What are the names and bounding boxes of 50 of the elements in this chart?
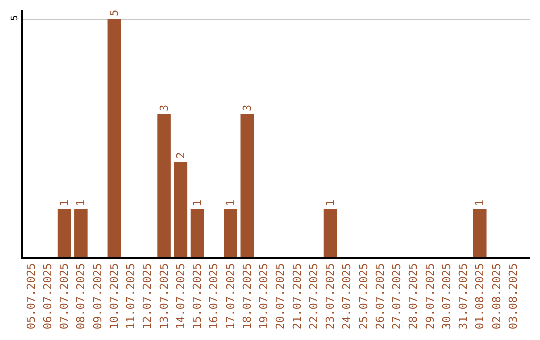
data-label: 1 [74,200,88,206]
data-label: 1 [224,200,238,206]
x-tick-label: 26.07.2025 [374,263,387,330]
x-tick-label: 24.07.2025 [340,263,354,330]
x-tick-label: 08.07.2025 [74,263,88,330]
bar [473,210,487,257]
bar [240,114,254,257]
x-tick-label: 07.07.2025 [58,263,72,330]
data-label: 2 [174,152,188,159]
x-tick-label: 19.07.2025 [258,263,271,330]
x-tick-label: 20.07.2025 [274,263,288,330]
x-tick-label: 18.07.2025 [240,263,254,330]
data-label: 1 [324,200,338,206]
bar [74,210,88,257]
x-tick-label: 15.07.2025 [191,263,204,330]
x-tick-label: 05.07.2025 [24,263,38,330]
bar [224,210,238,257]
x-tick-label: 12.07.2025 [141,263,154,330]
bar [324,210,338,257]
x-tick-label: 03.08.2025 [506,263,520,330]
x-tick-label: 01.08.2025 [474,263,487,330]
bar [108,20,122,257]
bar [190,210,204,257]
bar [158,114,171,257]
x-tick-label: 11.07.2025 [124,263,138,330]
data-label: 3 [240,104,254,112]
x-tick-label: 13.07.2025 [158,263,171,330]
x-tick-label: 25.07.2025 [357,263,370,330]
data-label: 1 [58,200,72,206]
x-tick-label: 27.07.2025 [390,263,404,330]
data-label: 3 [158,104,171,112]
bar [58,210,72,257]
x-tick-label: 17.07.2025 [224,263,238,330]
x-tick-label: 22.07.2025 [307,263,320,330]
x-tick-label: 21.07.2025 [290,263,304,330]
x-tick-label: 30.07.2025 [440,263,454,330]
x-tick-label: 06.07.2025 [42,263,55,330]
x-tick-label: 14.07.2025 [174,263,188,330]
data-label: 1 [191,200,204,206]
x-tick-label: 23.07.2025 [324,263,338,330]
data-label: 5 [108,10,121,16]
x-tick-label: 31.07.2025 [457,263,470,330]
x-tick-label: 09.07.2025 [91,263,104,330]
x-tick-label: 10.07.2025 [108,263,122,330]
x-tick-label: 28.07.2025 [407,263,420,330]
data-label: 1 [474,200,487,206]
x-tick-label: 29.07.2025 [424,263,437,330]
bar [174,162,188,257]
x-tick-label: 02.08.2025 [490,263,504,330]
x-tick-label: 16.07.2025 [208,263,221,330]
